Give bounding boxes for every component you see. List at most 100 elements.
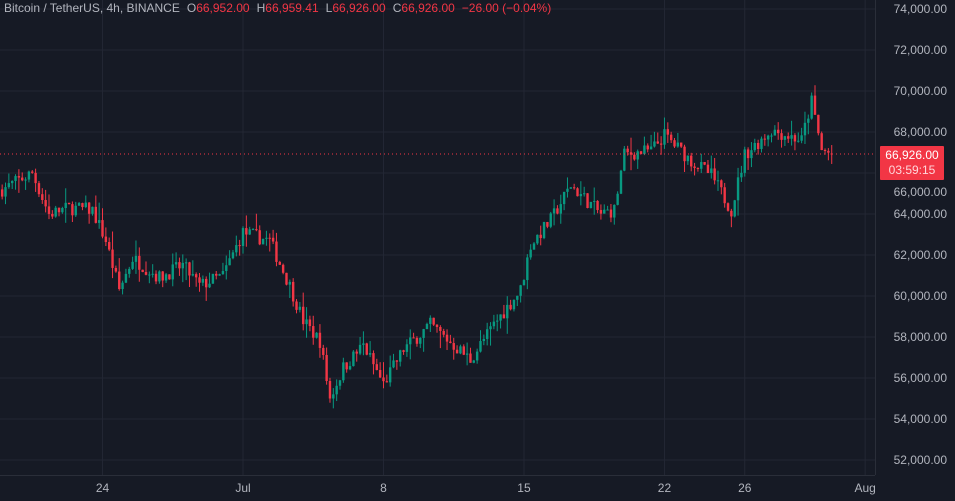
time-tick-label: Jul: [235, 481, 250, 495]
candle-body: [268, 237, 271, 239]
candle-body: [797, 140, 800, 142]
candle-body: [452, 343, 455, 350]
candle-body: [412, 337, 415, 339]
candle-body: [442, 330, 445, 335]
candle-body: [599, 210, 603, 214]
candle-body: [352, 351, 355, 367]
candle-body: [235, 245, 238, 253]
candle-body: [506, 304, 509, 319]
candle-body: [713, 168, 716, 181]
candle-body: [261, 238, 265, 245]
candle-body: [91, 206, 94, 214]
candle-body: [733, 200, 736, 217]
candle-body: [194, 274, 198, 278]
candle-body: [820, 133, 823, 151]
candle-body: [295, 301, 298, 310]
change-value: −26.00 (−0.04%): [461, 1, 552, 15]
bar-countdown: 03:59:15: [888, 163, 936, 177]
candle-body: [312, 326, 315, 338]
candle-body: [425, 323, 429, 330]
candle-body: [188, 262, 191, 276]
candle-body: [111, 249, 114, 268]
candle-body: [613, 204, 616, 218]
candle-body: [128, 268, 131, 274]
candle-body: [522, 280, 526, 286]
candle-body: [579, 193, 583, 197]
candle-body: [777, 129, 780, 134]
candle-body: [673, 140, 676, 147]
candle-body: [703, 162, 706, 165]
candle-body: [114, 267, 118, 272]
candle-body: [519, 285, 522, 296]
candle-body: [562, 191, 566, 205]
candle-body: [298, 306, 302, 310]
candle-body: [27, 171, 31, 180]
candle-body: [770, 135, 773, 137]
candle-body: [740, 172, 743, 178]
candle-body: [556, 208, 559, 214]
candle-body: [629, 152, 633, 155]
price-tick-label: 72,000.00: [894, 43, 948, 57]
candle-body: [435, 324, 439, 327]
candle-body: [345, 362, 348, 370]
candle-body: [10, 180, 14, 184]
candle-body: [623, 148, 626, 171]
candle-body: [332, 394, 335, 399]
candle-body: [382, 377, 385, 382]
candle-body: [807, 118, 810, 123]
candle-body: [409, 337, 412, 345]
candle-body: [148, 274, 151, 276]
candle-body: [706, 164, 710, 173]
price-tick-label: 70,000.00: [894, 84, 948, 98]
candle-body: [760, 138, 763, 149]
candle-body: [766, 135, 770, 140]
candle-body: [586, 193, 589, 208]
candle-body: [459, 346, 462, 354]
candle-body: [41, 194, 44, 201]
candle-body: [465, 353, 469, 355]
candle-body: [509, 304, 512, 310]
candle-body: [499, 314, 502, 321]
candle-body: [539, 234, 542, 239]
candle-body: [773, 129, 777, 136]
candle-body: [372, 353, 375, 365]
candle-body: [502, 314, 506, 319]
candle-body: [576, 188, 579, 197]
candle-body: [606, 209, 609, 211]
candle-body: [472, 360, 476, 363]
candle-body: [134, 255, 138, 262]
close-value: 66,926.00: [401, 1, 455, 15]
candle-body: [108, 242, 111, 250]
candle-body: [653, 141, 656, 147]
candle-body: [485, 329, 489, 339]
candle-body: [656, 141, 659, 144]
symbol-title[interactable]: Bitcoin / TetherUS, 4h, BINANCE: [4, 1, 180, 15]
candle-body: [720, 180, 723, 188]
symbol-legend: Bitcoin / TetherUS, 4h, BINANCE O66,952.…: [4, 1, 551, 15]
time-tick-label: Aug: [854, 481, 875, 495]
candle-body: [141, 269, 144, 273]
price-tick-label: 64,000.00: [894, 207, 948, 221]
candle-body: [305, 319, 308, 325]
price-tick-label: 66,000.00: [894, 185, 948, 199]
candle-body: [228, 258, 231, 266]
candle-body: [479, 341, 482, 352]
candle-body: [536, 234, 539, 244]
candle-body: [827, 150, 830, 153]
candle-body: [61, 208, 64, 213]
close-key: C: [392, 1, 402, 15]
candle-body: [763, 138, 767, 140]
candle-body: [552, 208, 556, 214]
candle-body: [388, 367, 392, 383]
candle-body: [723, 187, 726, 204]
candle-body: [184, 262, 188, 264]
candle-body: [21, 177, 24, 181]
candle-body: [37, 183, 41, 195]
candle-body: [686, 155, 690, 162]
candle-body: [716, 180, 720, 182]
candle-body: [231, 252, 235, 259]
last-price: 66,926.00: [885, 148, 939, 162]
candle-body: [288, 281, 292, 285]
candle-body: [429, 317, 432, 324]
